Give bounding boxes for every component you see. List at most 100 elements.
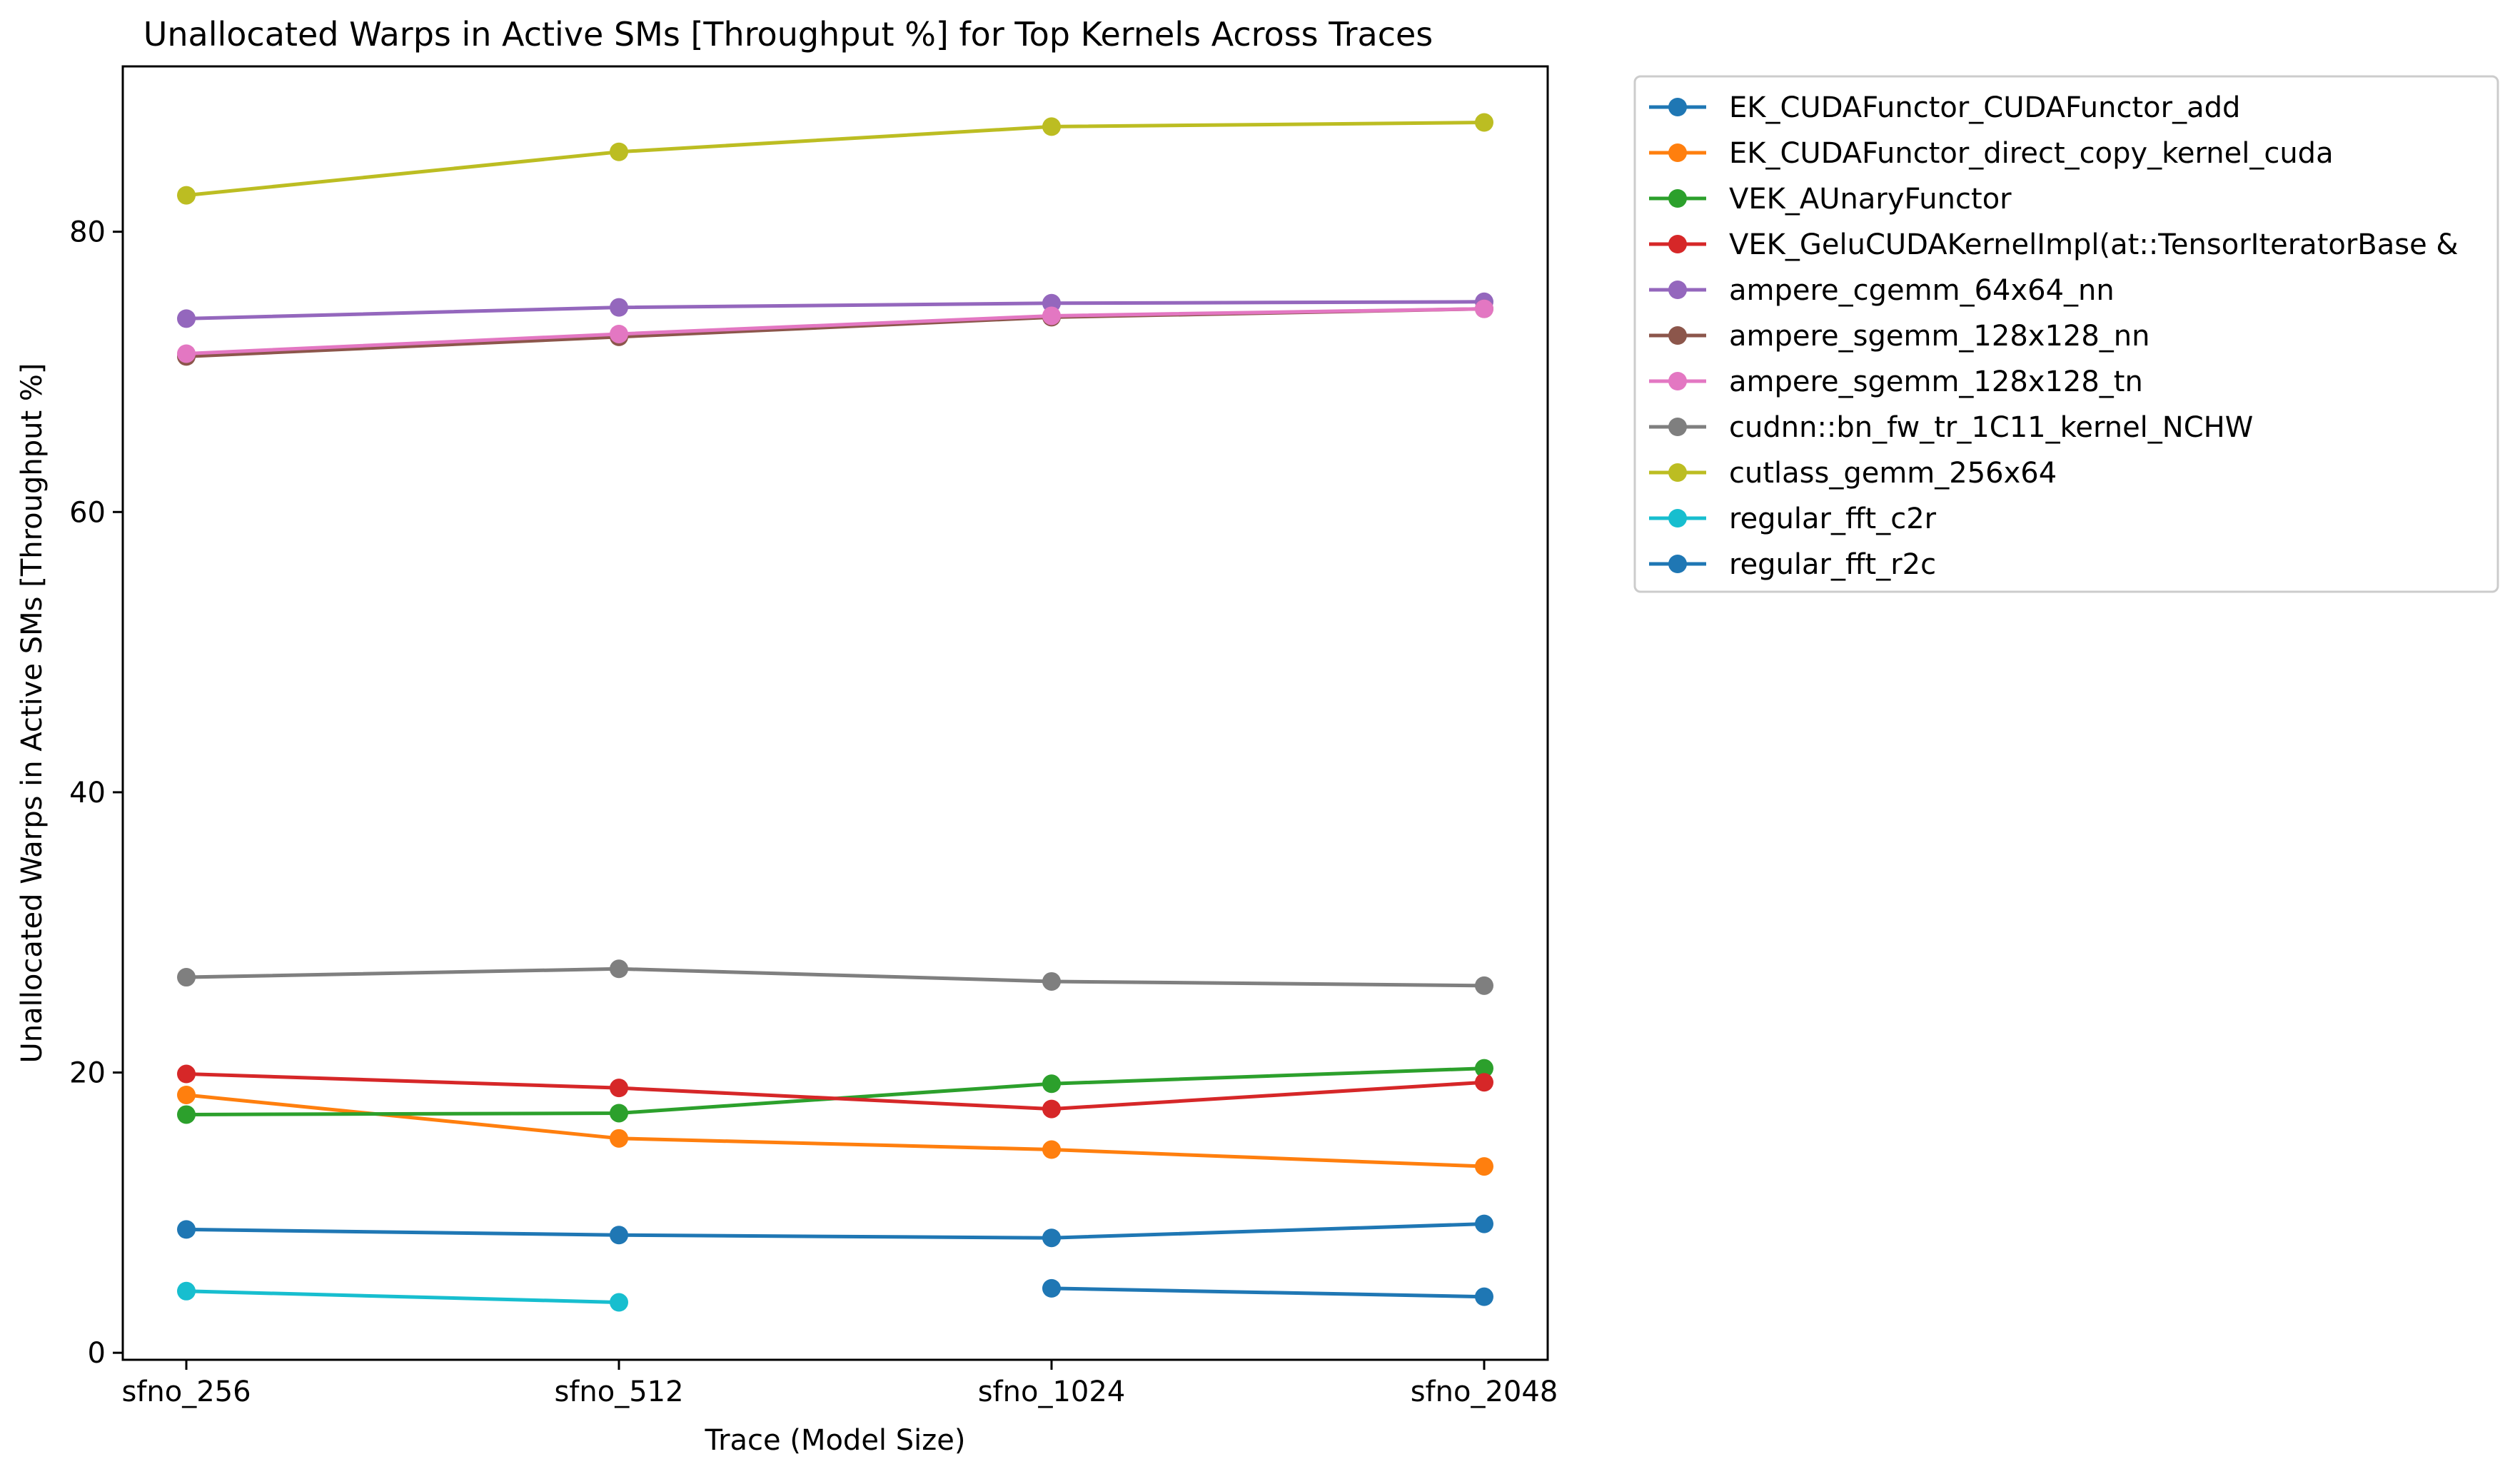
legend-item: VEK_AUnaryFunctor <box>1649 183 2012 216</box>
legend-marker <box>1668 418 1687 436</box>
legend-marker <box>1668 509 1687 528</box>
y-tick-label: 0 <box>88 1337 106 1370</box>
legend-item: regular_fft_c2r <box>1649 503 1937 535</box>
legend-label: VEK_AUnaryFunctor <box>1729 183 2012 216</box>
legend-label: ampere_sgemm_128x128_nn <box>1729 320 2150 353</box>
data-point <box>610 959 628 979</box>
series-layer <box>177 113 1493 1312</box>
y-axis-label: Unallocated Warps in Active SMs [Through… <box>16 363 49 1064</box>
data-point <box>610 1129 628 1148</box>
series-line <box>184 307 1486 356</box>
data-point <box>610 1226 628 1245</box>
legend-items: EK_CUDAFunctor_CUDAFunctor_add EK_CUDAFun… <box>1649 91 2459 581</box>
data-point <box>1042 1228 1061 1248</box>
legend-marker <box>1668 281 1687 299</box>
series-line <box>184 1221 1486 1240</box>
legend-marker <box>1668 143 1687 162</box>
data-point <box>610 1079 628 1098</box>
series-10 <box>1042 1278 1493 1306</box>
data-point <box>1042 1278 1061 1298</box>
data-point <box>177 186 196 205</box>
legend-label: cudnn::bn_fw_tr_1C11_kernel_NCHW <box>1729 411 2253 444</box>
plot-area-frame <box>121 65 1549 1361</box>
y-tick-label: 20 <box>69 1057 106 1090</box>
legend-marker <box>1668 189 1687 208</box>
legend-item: ampere_sgemm_128x128_nn <box>1649 320 2150 353</box>
data-point <box>1475 976 1493 995</box>
data-point <box>610 142 628 161</box>
legend-marker <box>1668 463 1687 482</box>
legend-label: regular_fft_c2r <box>1729 503 1937 535</box>
legend-item: ampere_sgemm_128x128_tn <box>1649 365 2143 398</box>
series-line <box>1049 1286 1486 1299</box>
data-point <box>610 1293 628 1312</box>
data-point <box>1475 113 1493 132</box>
x-tick-label: sfno_2048 <box>1411 1375 1558 1408</box>
data-point <box>1475 1214 1493 1233</box>
data-point <box>177 1220 196 1239</box>
y-tick-label: 60 <box>69 496 106 529</box>
series-7 <box>177 959 1493 995</box>
legend-item: cutlass_gemm_256x64 <box>1649 457 2057 490</box>
legend-item: regular_fft_r2c <box>1649 548 1936 581</box>
series-8 <box>177 113 1493 205</box>
y-tick-label: 80 <box>69 216 106 249</box>
legend-label: cutlass_gemm_256x64 <box>1729 457 2057 490</box>
data-point <box>1475 299 1493 318</box>
series-0 <box>177 1214 1493 1248</box>
legend-marker <box>1668 372 1687 390</box>
data-point <box>1042 971 1061 991</box>
data-point <box>1042 1074 1061 1094</box>
data-point <box>1475 1059 1493 1078</box>
data-point <box>177 1085 196 1104</box>
y-tick-label: 40 <box>69 777 106 809</box>
legend-label: VEK_GeluCUDAKernelImpl(at::TensorIterato… <box>1729 228 2459 261</box>
x-tick-label: sfno_1024 <box>978 1375 1126 1408</box>
series-line <box>184 966 1486 988</box>
legend-marker <box>1668 555 1687 573</box>
legend: EK_CUDAFunctor_CUDAFunctor_add EK_CUDAFun… <box>1633 75 2499 593</box>
chart-title: Unallocated Warps in Active SMs [Through… <box>143 15 1433 54</box>
data-point <box>177 968 196 987</box>
legend-marker <box>1668 326 1687 345</box>
x-tick-label: sfno_512 <box>554 1375 683 1408</box>
data-point <box>1042 117 1061 136</box>
legend-marker <box>1668 98 1687 116</box>
legend-label: ampere_cgemm_64x64_nn <box>1729 274 2115 307</box>
data-point <box>1475 1073 1493 1092</box>
data-point <box>177 1281 196 1301</box>
legend-item: EK_CUDAFunctor_CUDAFunctor_add <box>1649 91 2240 124</box>
legend-item: cudnn::bn_fw_tr_1C11_kernel_NCHW <box>1649 411 2253 444</box>
legend-item: VEK_GeluCUDAKernelImpl(at::TensorIterato… <box>1649 228 2459 261</box>
legend-frame <box>1633 75 2499 593</box>
x-tick-label: sfno_256 <box>121 1375 251 1408</box>
axes: sfno_256 sfno_512 sfno_1024 sfno_2048 0 20 40 6… <box>69 216 1558 1408</box>
legend-label: ampere_sgemm_128x128_tn <box>1729 365 2143 398</box>
data-point <box>177 309 196 328</box>
series-line <box>184 1071 1486 1111</box>
legend-marker <box>1668 235 1687 253</box>
data-point <box>1042 1099 1061 1119</box>
legend-label: regular_fft_r2c <box>1729 548 1936 581</box>
series-9 <box>177 1281 628 1312</box>
legend-item: EK_CUDAFunctor_direct_copy_kernel_cuda <box>1649 137 2334 170</box>
data-point <box>1042 306 1061 325</box>
series-3 <box>177 1064 1493 1119</box>
legend-label: EK_CUDAFunctor_CUDAFunctor_add <box>1729 91 2240 124</box>
data-point <box>1475 1157 1493 1176</box>
series-line <box>184 1289 621 1305</box>
series-line <box>184 121 1486 198</box>
series-6 <box>177 299 1493 363</box>
data-point <box>1475 1287 1493 1306</box>
series-line <box>184 300 1486 320</box>
data-point <box>177 344 196 363</box>
series-1 <box>177 1085 1493 1176</box>
data-point <box>177 1064 196 1084</box>
data-point <box>177 1105 196 1124</box>
data-point <box>610 298 628 317</box>
legend-item: ampere_cgemm_64x64_nn <box>1649 274 2115 307</box>
legend-label: EK_CUDAFunctor_direct_copy_kernel_cuda <box>1729 137 2334 170</box>
data-point <box>1042 1140 1061 1159</box>
